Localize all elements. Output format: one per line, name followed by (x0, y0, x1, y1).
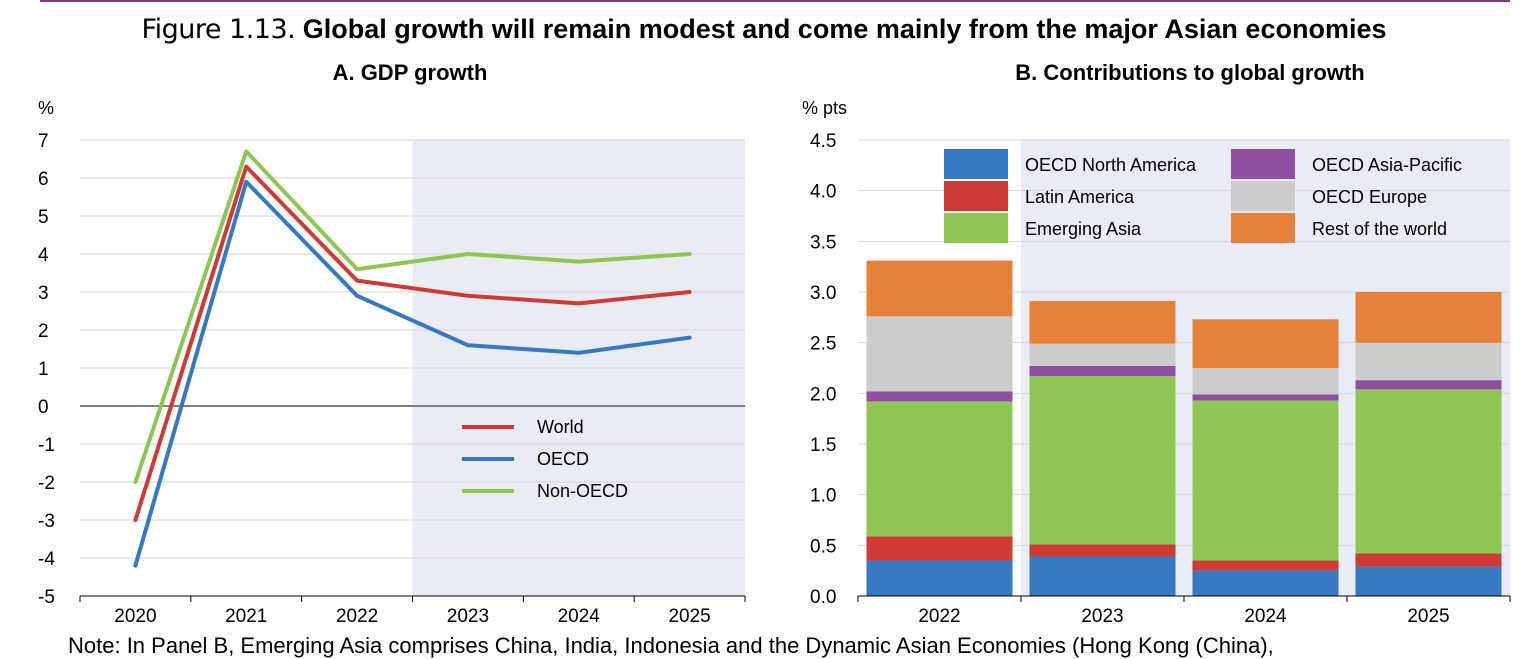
y-tick-label: 1.0 (810, 486, 836, 507)
legend-label: Non-OECD (537, 481, 628, 501)
y-tick-label: 0.5 (810, 536, 836, 557)
legend-label: OECD Asia-Pacific (1312, 155, 1462, 175)
bar-segment (866, 401, 1013, 537)
x-tick-label: 2023 (447, 606, 489, 627)
legend-swatch (1231, 213, 1295, 243)
x-tick-label: 2025 (668, 606, 710, 627)
legend-label: Latin America (1025, 187, 1135, 207)
bar-segment (1355, 292, 1502, 343)
bar-segment (1355, 566, 1502, 596)
y-tick-label: 4.5 (810, 131, 836, 152)
legend-swatch (944, 181, 1008, 211)
bar-segment (1029, 365, 1176, 377)
bar-segment (1192, 319, 1339, 368)
legend-label: Emerging Asia (1025, 219, 1142, 239)
legend-swatch (944, 149, 1008, 179)
legend-label: World (537, 417, 584, 437)
x-tick-label: 2024 (558, 606, 601, 627)
bar-segment (1192, 560, 1339, 571)
x-tick-label: 2022 (336, 606, 378, 627)
panel-a-line-chart: 7 6 5 4 3 2 1 0 -1 -2 -3 -4 -5 2020 2021 2022 2023 2024 20… (38, 131, 746, 627)
y-tick-label: 1 (38, 359, 49, 380)
bar-segment (1029, 301, 1176, 344)
bar-segment (866, 316, 1013, 392)
legend-label: Rest of the world (1312, 219, 1447, 239)
bar-segment (866, 536, 1013, 561)
y-tick-label: -1 (38, 435, 55, 456)
legend-swatch (1231, 181, 1295, 211)
x-tick-label: 2021 (225, 606, 267, 627)
y-tick-label: -4 (38, 549, 55, 570)
x-tick-label: 2020 (114, 606, 156, 627)
y-tick-label: 2 (38, 321, 49, 342)
bar-segment (1355, 553, 1502, 567)
y-tick-label: -3 (38, 511, 55, 532)
x-tick-label: 2025 (1407, 606, 1449, 627)
y-tick-label: 4 (38, 245, 49, 266)
bar-segment (1355, 342, 1502, 381)
y-tick-label: 0 (38, 397, 49, 418)
panel-a-title: A. GDP growth (332, 60, 488, 85)
bar-segment (1029, 376, 1176, 545)
x-tick-label: 2023 (1081, 606, 1123, 627)
y-tick-label: 3.0 (810, 283, 836, 304)
bar-segment (1192, 400, 1339, 561)
legend-label: OECD Europe (1312, 187, 1427, 207)
legend-label: OECD North America (1025, 155, 1197, 175)
y-tick-label: 2.5 (810, 334, 836, 355)
y-tick-label: 4.0 (810, 182, 836, 203)
bar-segment (1192, 570, 1339, 596)
y-tick-label: 1.5 (810, 435, 836, 456)
panel-b-unit: % pts (802, 98, 848, 118)
y-tick-label: 3 (38, 283, 49, 304)
bar-segment (1029, 544, 1176, 557)
bar-segment (866, 391, 1013, 402)
bar-segment (1192, 368, 1339, 395)
y-tick-label: 3.5 (810, 232, 836, 253)
figure-heading: Global growth will remain modest and com… (302, 14, 1387, 44)
bar-segment (866, 260, 1013, 317)
legend-label: OECD (537, 449, 589, 469)
x-tick-label: 2024 (1244, 606, 1287, 627)
figure-title: Figure 1.13. Global growth will remain m… (0, 14, 1528, 45)
series-line-non-oecd (133, 149, 692, 484)
panel-b-title: B. Contributions to global growth (1015, 60, 1365, 85)
y-tick-label: 0.0 (810, 587, 836, 608)
figure-number: Figure 1.13. (141, 14, 296, 45)
series-line-world (133, 164, 692, 522)
bar-segment (866, 560, 1013, 596)
bar-segment (1029, 343, 1176, 366)
top-rule (40, 0, 1510, 2)
y-tick-label: 5 (38, 207, 49, 228)
legend-swatch (944, 213, 1008, 243)
series-line-oecd (133, 179, 692, 568)
x-tick-label: 2022 (918, 606, 960, 627)
bar-segment (1355, 389, 1502, 554)
panel-a-unit: % (38, 98, 55, 118)
figure-note: Note: In Panel B, Emerging Asia comprise… (68, 633, 1274, 658)
bar-segment (1029, 556, 1176, 596)
y-tick-label: 7 (38, 131, 49, 152)
y-tick-label: -2 (38, 473, 55, 494)
bar-segment (1355, 380, 1502, 390)
bar-segment (1192, 394, 1339, 401)
legend-swatch (1231, 149, 1295, 179)
y-tick-label: 6 (38, 169, 49, 190)
y-tick-label: -5 (38, 587, 55, 608)
y-tick-label: 2.0 (810, 384, 836, 405)
